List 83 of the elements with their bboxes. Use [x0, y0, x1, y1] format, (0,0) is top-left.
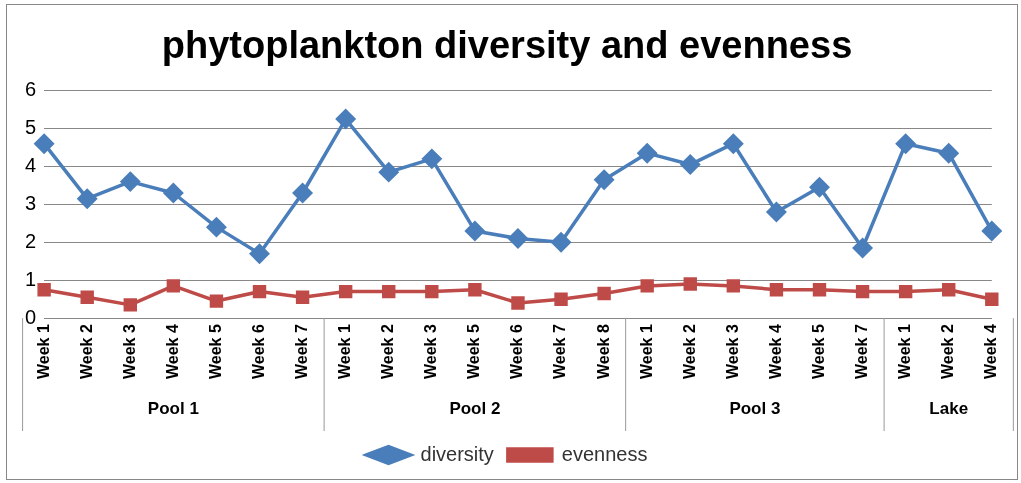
- point: [425, 284, 439, 299]
- x-tick-label: Week 1: [34, 324, 52, 380]
- point: [551, 232, 571, 253]
- point: [37, 283, 51, 297]
- point: [465, 221, 485, 241]
- x-tick-label: Week 1: [637, 324, 655, 380]
- x-tick-label: Week 2: [939, 324, 957, 380]
- x-tick-label: Week 3: [422, 324, 440, 380]
- x-tick-label: Week 7: [292, 324, 310, 380]
- point: [942, 283, 956, 297]
- x-tick-label: Week 5: [465, 324, 483, 380]
- y-tick-label: 3: [25, 191, 37, 214]
- point: [123, 298, 137, 312]
- x-tick-label: Week 2: [680, 324, 698, 380]
- text: Pool 1: [147, 398, 199, 418]
- y-tick-label: 2: [25, 229, 37, 252]
- point: [680, 154, 701, 175]
- y-tick-label: 6: [25, 78, 37, 101]
- point: [637, 143, 657, 163]
- point: [80, 290, 94, 304]
- x-tick-label: Week 4: [163, 324, 181, 380]
- point: [338, 284, 353, 299]
- text: Pool 3: [729, 398, 781, 418]
- point: [766, 202, 787, 222]
- point: [511, 296, 525, 310]
- point: [422, 149, 442, 169]
- point: [812, 283, 827, 297]
- point: [982, 221, 1002, 241]
- point: [120, 171, 141, 192]
- x-tick-label: Week 2: [77, 324, 95, 380]
- point: [597, 286, 611, 301]
- point: [34, 133, 54, 154]
- point: [683, 277, 697, 291]
- x-tick-label: Week 5: [206, 324, 224, 380]
- chart-title: phytoplankton diversity and evenness: [161, 24, 853, 67]
- x-tick-label: Week 1: [336, 324, 354, 380]
- y-tick-label: 4: [25, 153, 37, 176]
- point: [985, 292, 999, 306]
- text: Lake: [929, 398, 969, 418]
- x-tick-label: Week 7: [852, 324, 870, 380]
- point: [209, 294, 224, 308]
- point: [382, 284, 396, 299]
- point: [252, 284, 267, 299]
- point: [726, 279, 741, 293]
- point: [378, 162, 399, 182]
- point: [594, 169, 614, 190]
- x-tick-label: Week 7: [551, 324, 569, 380]
- point: [769, 283, 784, 297]
- point: [166, 279, 181, 293]
- legend-label: diversity: [420, 442, 494, 465]
- point: [249, 243, 270, 264]
- x-tick-label: Week 1: [896, 324, 914, 380]
- y-tick-label: 5: [25, 116, 37, 139]
- point: [163, 183, 184, 203]
- point: [554, 292, 568, 306]
- point: [335, 109, 356, 129]
- point: [77, 188, 97, 209]
- x-tick-label: Week 4: [766, 324, 784, 380]
- point: [640, 279, 654, 293]
- x-tick-label: Week 2: [379, 324, 397, 380]
- point: [468, 283, 482, 297]
- point: [852, 238, 873, 258]
- x-tick-label: Week 6: [508, 324, 526, 380]
- point: [895, 133, 916, 154]
- legend-label: evenness: [561, 442, 648, 465]
- x-tick-label: Week 8: [594, 324, 612, 380]
- point: [938, 143, 959, 163]
- x-tick-label: Week 4: [982, 324, 1000, 380]
- point: [723, 133, 744, 154]
- x-tick-label: Week 6: [249, 324, 267, 380]
- point: [295, 290, 310, 304]
- y-tick-label: 0: [25, 305, 37, 328]
- point: [809, 177, 830, 198]
- x-tick-label: Week 5: [809, 324, 827, 380]
- x-tick-label: Week 3: [723, 324, 741, 380]
- y-tick-label: 1: [25, 267, 37, 290]
- point: [855, 284, 870, 299]
- text: Pool 2: [449, 398, 501, 418]
- x-tick-label: Week 3: [120, 324, 138, 380]
- point: [206, 217, 227, 237]
- point: [292, 183, 313, 203]
- point: [508, 228, 528, 249]
- point: [898, 284, 913, 299]
